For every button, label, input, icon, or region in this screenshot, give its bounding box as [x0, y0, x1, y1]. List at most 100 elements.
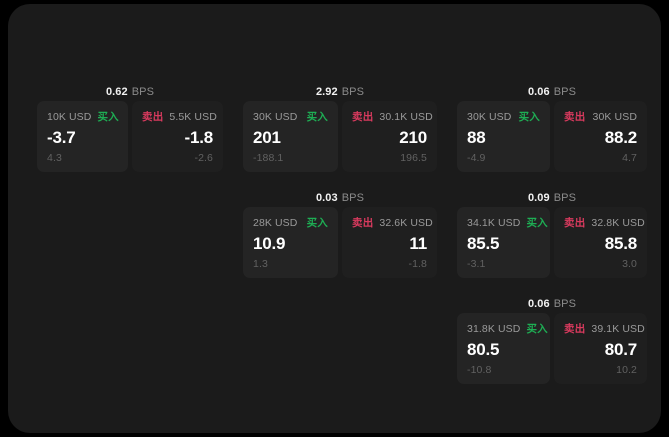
card-body: 30K USD 买入 88 -4.9 卖出 30K USD 88.2 4.7: [457, 101, 647, 172]
buy-panel[interactable]: 31.8K USD 买入 80.5 -10.8: [457, 313, 550, 384]
buy-price: 10.9: [253, 234, 286, 253]
quote-card[interactable]: 0.06 BPS 30K USD 买入 88 -4.9 卖出 30K USD 88.2 4.7: [457, 82, 647, 172]
card-body: 31.8K USD 买入 80.5 -10.8 卖出 39.1K USD 80.7 10.2: [457, 313, 647, 384]
bps-unit-label: BPS: [553, 85, 577, 98]
app-surface: 0.62 BPS 10K USD 买入 -3.7 4.3 卖出 5.5K USD -1.8 -2.…: [8, 4, 661, 433]
sell-size-label: 32.6K USD: [379, 216, 433, 229]
buy-tag[interactable]: 买入: [306, 217, 328, 229]
card-header: 0.62 BPS: [37, 82, 223, 101]
card-header: 0.06 BPS: [457, 82, 647, 101]
sell-panel[interactable]: 卖出 39.1K USD 80.7 10.2: [554, 313, 647, 384]
sell-size-label: 32.8K USD: [591, 216, 645, 229]
card-body: 34.1K USD 买入 85.5 -3.1 卖出 32.8K USD 85.8 3.0: [457, 207, 647, 278]
sell-price: 88.2: [604, 128, 637, 147]
quote-card[interactable]: 0.06 BPS 31.8K USD 买入 80.5 -10.8 卖出 39.1K USD 80…: [457, 294, 647, 384]
sell-tag[interactable]: 卖出: [352, 217, 374, 229]
buy-tag[interactable]: 买入: [97, 111, 119, 123]
buy-tag[interactable]: 买入: [526, 217, 548, 229]
buy-tag[interactable]: 买入: [306, 111, 328, 123]
sell-panel-header: 卖出 32.8K USD: [564, 216, 645, 230]
bps-unit-label: BPS: [341, 85, 365, 98]
buy-panel[interactable]: 10K USD 买入 -3.7 4.3: [37, 101, 128, 172]
quote-board: 0.62 BPS 10K USD 买入 -3.7 4.3 卖出 5.5K USD -1.8 -2.…: [37, 82, 647, 384]
sell-tag[interactable]: 卖出: [142, 111, 164, 123]
buy-price: 80.5: [467, 340, 500, 359]
buy-panel[interactable]: 30K USD 买入 88 -4.9: [457, 101, 550, 172]
quote-card[interactable]: 0.09 BPS 34.1K USD 买入 85.5 -3.1 卖出 32.8K USD 85.…: [457, 188, 647, 278]
buy-panel[interactable]: 30K USD 买入 201 -188.1: [243, 101, 338, 172]
quote-card[interactable]: 2.92 BPS 30K USD 买入 201 -188.1 卖出 30.1K USD 210 1…: [243, 82, 437, 172]
quote-card[interactable]: 0.03 BPS 28K USD 买入 10.9 1.3 卖出 32.6K USD 11 -1.8: [243, 188, 437, 278]
bps-unit-label: BPS: [553, 297, 577, 310]
buy-subvalue: 1.3: [253, 258, 268, 270]
bps-unit-label: BPS: [553, 191, 577, 204]
buy-price: -3.7: [47, 128, 76, 147]
buy-panel-header: 34.1K USD 买入: [467, 216, 548, 230]
quote-card[interactable]: 0.62 BPS 10K USD 买入 -3.7 4.3 卖出 5.5K USD -1.8 -2.…: [37, 82, 223, 172]
sell-panel[interactable]: 卖出 32.6K USD 11 -1.8: [342, 207, 437, 278]
bps-value: 0.09: [527, 191, 550, 204]
sell-subvalue: 3.0: [622, 258, 637, 270]
buy-panel-header: 28K USD 买入: [253, 216, 328, 230]
sell-panel-header: 卖出 39.1K USD: [564, 322, 645, 336]
buy-size-label: 31.8K USD: [467, 322, 521, 335]
sell-subvalue: -1.8: [408, 258, 427, 270]
sell-price: 11: [409, 234, 427, 253]
column-middle: 2.92 BPS 30K USD 买入 201 -188.1 卖出 30.1K USD 210 1…: [243, 82, 437, 278]
sell-tag[interactable]: 卖出: [564, 323, 586, 335]
card-body: 28K USD 买入 10.9 1.3 卖出 32.6K USD 11 -1.8: [243, 207, 437, 278]
sell-tag[interactable]: 卖出: [352, 111, 374, 123]
sell-panel[interactable]: 卖出 5.5K USD -1.8 -2.6: [132, 101, 223, 172]
bps-unit-label: BPS: [131, 85, 155, 98]
card-header: 2.92 BPS: [243, 82, 437, 101]
sell-size-label: 30K USD: [592, 110, 637, 123]
bps-unit-label: BPS: [341, 191, 365, 204]
sell-size-label: 39.1K USD: [591, 322, 645, 335]
bps-value: 0.03: [315, 191, 338, 204]
column-right: 0.06 BPS 30K USD 买入 88 -4.9 卖出 30K USD 88.2 4.7 0.…: [457, 82, 647, 384]
buy-panel-header: 10K USD 买入: [47, 110, 119, 124]
buy-tag[interactable]: 买入: [526, 323, 548, 335]
sell-panel[interactable]: 卖出 30K USD 88.2 4.7: [554, 101, 647, 172]
buy-subvalue: 4.3: [47, 152, 62, 164]
card-body: 30K USD 买入 201 -188.1 卖出 30.1K USD 210 196.5: [243, 101, 437, 172]
sell-panel[interactable]: 卖出 32.8K USD 85.8 3.0: [554, 207, 647, 278]
sell-price: 80.7: [604, 340, 637, 359]
buy-subvalue: -10.8: [467, 364, 492, 376]
sell-panel[interactable]: 卖出 30.1K USD 210 196.5: [342, 101, 437, 172]
sell-subvalue: -2.6: [194, 152, 213, 164]
bps-value: 2.92: [315, 85, 338, 98]
card-header: 0.09 BPS: [457, 188, 647, 207]
buy-subvalue: -188.1: [253, 152, 284, 164]
column-left: 0.62 BPS 10K USD 买入 -3.7 4.3 卖出 5.5K USD -1.8 -2.…: [37, 82, 223, 172]
buy-subvalue: -3.1: [467, 258, 486, 270]
buy-size-label: 30K USD: [467, 110, 512, 123]
buy-size-label: 30K USD: [253, 110, 298, 123]
buy-size-label: 34.1K USD: [467, 216, 521, 229]
sell-subvalue: 196.5: [400, 152, 427, 164]
buy-subvalue: -4.9: [467, 152, 486, 164]
card-header: 0.03 BPS: [243, 188, 437, 207]
sell-tag[interactable]: 卖出: [564, 217, 586, 229]
buy-panel-header: 30K USD 买入: [467, 110, 540, 124]
sell-panel-header: 卖出 30.1K USD: [352, 110, 433, 124]
buy-price: 88: [467, 128, 486, 147]
buy-panel-header: 30K USD 买入: [253, 110, 328, 124]
buy-price: 85.5: [467, 234, 500, 253]
sell-panel-header: 卖出 30K USD: [564, 110, 637, 124]
sell-price: 210: [399, 128, 427, 147]
bps-value: 0.06: [527, 297, 550, 310]
sell-size-label: 30.1K USD: [379, 110, 433, 123]
buy-panel[interactable]: 28K USD 买入 10.9 1.3: [243, 207, 338, 278]
buy-tag[interactable]: 买入: [518, 111, 540, 123]
buy-panel-header: 31.8K USD 买入: [467, 322, 548, 336]
card-header: 0.06 BPS: [457, 294, 647, 313]
sell-size-label: 5.5K USD: [169, 110, 217, 123]
sell-tag[interactable]: 卖出: [564, 111, 586, 123]
sell-panel-header: 卖出 32.6K USD: [352, 216, 433, 230]
sell-subvalue: 10.2: [616, 364, 637, 376]
sell-price: 85.8: [604, 234, 637, 253]
buy-panel[interactable]: 34.1K USD 买入 85.5 -3.1: [457, 207, 550, 278]
buy-price: 201: [253, 128, 281, 147]
bps-value: 0.62: [105, 85, 128, 98]
